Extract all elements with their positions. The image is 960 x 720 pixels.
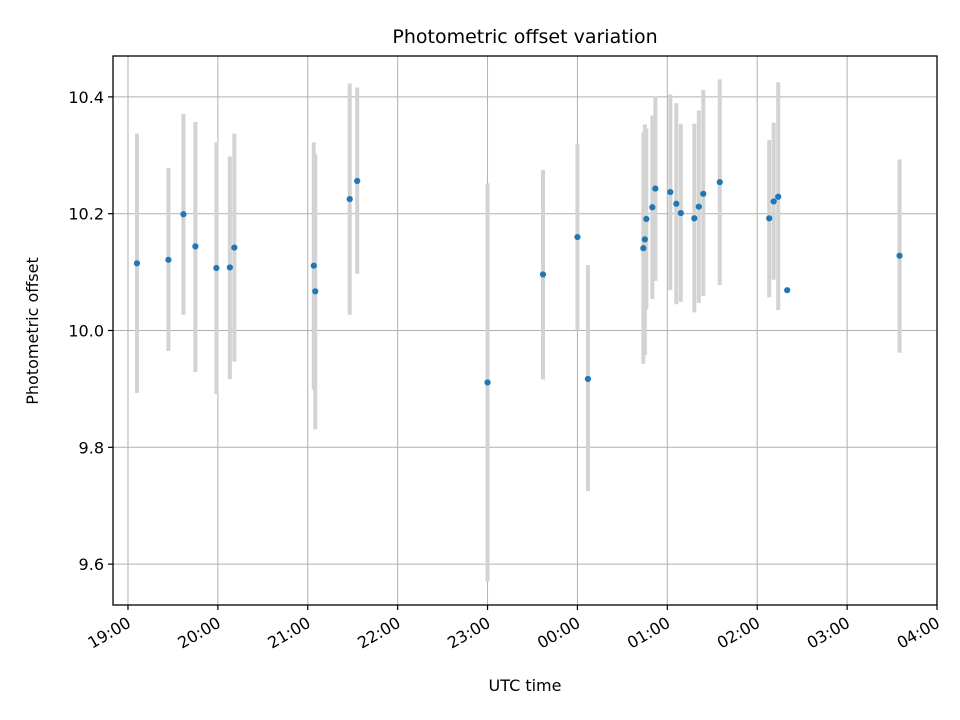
data-point-11 (484, 379, 491, 386)
x-tick-label-8: 03:00 (804, 613, 853, 653)
data-point-5 (226, 264, 233, 271)
data-point-1 (165, 256, 172, 263)
x-tick-label-7: 02:00 (714, 613, 763, 653)
y-tick-label-0: 9.6 (79, 555, 104, 574)
data-point-9 (346, 195, 353, 203)
y-axis-label: Photometric offset (23, 257, 42, 405)
y-tick-label-3: 10.2 (68, 205, 104, 224)
data-point-23 (691, 215, 698, 222)
data-point-10 (354, 177, 361, 185)
data-point-31 (896, 252, 903, 259)
data-point-27 (766, 215, 773, 222)
data-point-15 (640, 245, 647, 252)
data-point-8 (312, 288, 319, 295)
data-point-12 (539, 271, 547, 278)
data-point-6 (231, 244, 238, 251)
data-point-3 (192, 243, 199, 250)
chart-title: Photometric offset variation (392, 26, 657, 48)
data-point-7 (310, 262, 317, 269)
data-point-17 (643, 215, 650, 223)
data-point-16 (641, 236, 648, 243)
data-point-0 (133, 260, 141, 267)
data-point-18 (649, 204, 656, 211)
data-point-4 (213, 264, 220, 272)
data-point-20 (667, 188, 674, 196)
data-point-21 (673, 200, 680, 207)
data-points (133, 177, 903, 386)
x-axis-label: UTC time (489, 676, 562, 695)
data-point-13 (574, 233, 581, 241)
y-axis-ticks: 9.6 9.8 10.0 10.2 10.4 (68, 88, 113, 574)
data-point-29 (775, 193, 782, 200)
x-tick-label-6: 01:00 (624, 613, 673, 653)
x-tick-label-4: 23:00 (444, 613, 493, 653)
data-point-25 (700, 190, 707, 197)
data-point-14 (584, 375, 592, 383)
x-tick-label-1: 20:00 (174, 613, 223, 653)
x-tick-label-0: 19:00 (85, 613, 134, 653)
x-tick-label-3: 22:00 (354, 613, 403, 653)
data-point-28 (770, 198, 777, 205)
y-tick-label-2: 10.0 (68, 322, 104, 341)
x-tick-label-5: 00:00 (534, 613, 583, 653)
data-point-24 (695, 203, 702, 210)
x-axis-ticks: 19:00 20:00 21:00 22:00 23:00 00:00 01:00 02:00… (85, 605, 943, 653)
data-point-30 (784, 287, 791, 294)
data-point-22 (677, 210, 684, 217)
data-point-2 (180, 211, 187, 218)
grid-lines (113, 56, 938, 605)
data-point-26 (716, 179, 723, 186)
x-tick-label-9: 04:00 (894, 613, 943, 653)
data-point-19 (652, 185, 659, 192)
y-tick-label-4: 10.4 (68, 88, 104, 107)
y-tick-label-1: 9.8 (79, 438, 104, 457)
x-tick-label-2: 21:00 (264, 613, 313, 653)
